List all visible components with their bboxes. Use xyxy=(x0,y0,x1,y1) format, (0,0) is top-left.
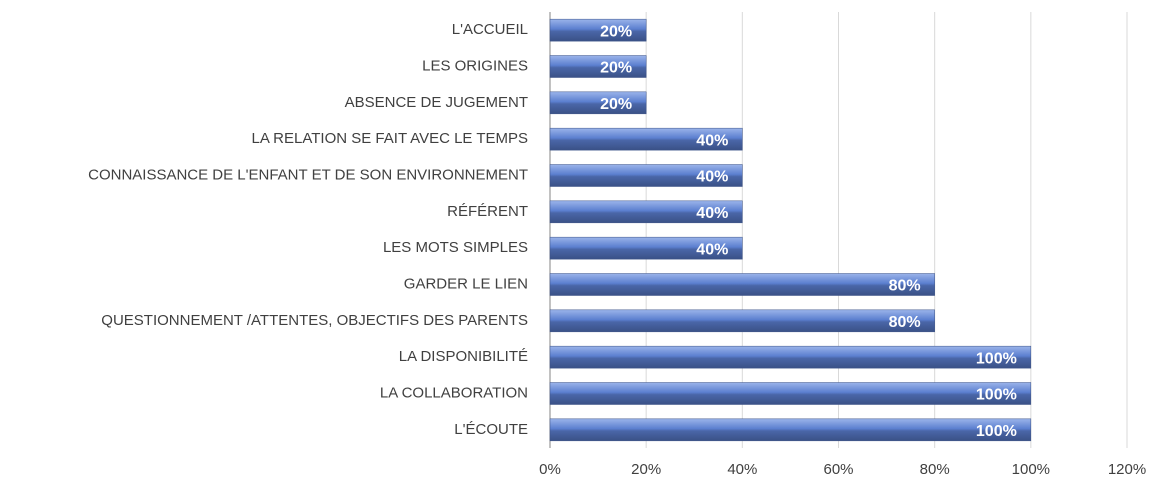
y-tick-label: LA RELATION SE FAIT AVEC LE TEMPS xyxy=(252,130,529,147)
bar xyxy=(549,418,1032,442)
y-tick-label: CONNAISSANCE DE L'ENFANT ET DE SON ENVIR… xyxy=(88,166,528,183)
y-tick-label: GARDER LE LIEN xyxy=(404,275,528,292)
value-label: 40% xyxy=(696,205,728,222)
bar xyxy=(549,18,647,42)
x-tick-label: 120% xyxy=(1108,461,1146,478)
value-label: 100% xyxy=(976,387,1017,404)
value-label: 40% xyxy=(696,241,728,258)
value-label: 100% xyxy=(976,423,1017,440)
value-label: 80% xyxy=(889,314,921,331)
value-label: 40% xyxy=(696,132,728,149)
x-tick-label: 80% xyxy=(920,461,950,478)
y-tick-label: L'ACCUEIL xyxy=(452,21,528,38)
bar xyxy=(549,309,935,333)
value-label: 80% xyxy=(889,278,921,295)
y-tick-label: RÉFÉRENT xyxy=(447,203,528,220)
y-tick-label: LES MOTS SIMPLES xyxy=(383,239,528,256)
value-label: 20% xyxy=(600,96,632,113)
x-tick-label: 40% xyxy=(727,461,757,478)
y-tick-label: LA DISPONIBILITÉ xyxy=(399,348,528,365)
bar xyxy=(549,382,1032,405)
y-tick-label: LES ORIGINES xyxy=(422,57,528,74)
bar xyxy=(549,91,647,115)
bar xyxy=(549,236,743,260)
y-tick-label: ABSENCE DE JUGEMENT xyxy=(345,94,528,111)
bar xyxy=(549,345,1032,369)
value-label: 40% xyxy=(696,169,728,186)
y-tick-label: L'ÉCOUTE xyxy=(454,421,528,438)
bar xyxy=(549,127,743,151)
bar xyxy=(549,55,647,78)
value-label: 20% xyxy=(600,60,632,77)
value-label: 20% xyxy=(600,23,632,40)
bar xyxy=(549,164,743,187)
y-tick-label: LA COLLABORATION xyxy=(380,384,528,401)
x-tick-label: 60% xyxy=(823,461,853,478)
value-label: 100% xyxy=(976,350,1017,367)
bar xyxy=(549,273,935,296)
x-tick-label: 0% xyxy=(539,461,561,478)
x-tick-label: 100% xyxy=(1012,461,1050,478)
bar xyxy=(549,200,743,224)
x-tick-label: 20% xyxy=(631,461,661,478)
y-tick-label: QUESTIONNEMENT /ATTENTES, OBJECTIFS DES … xyxy=(101,312,528,329)
